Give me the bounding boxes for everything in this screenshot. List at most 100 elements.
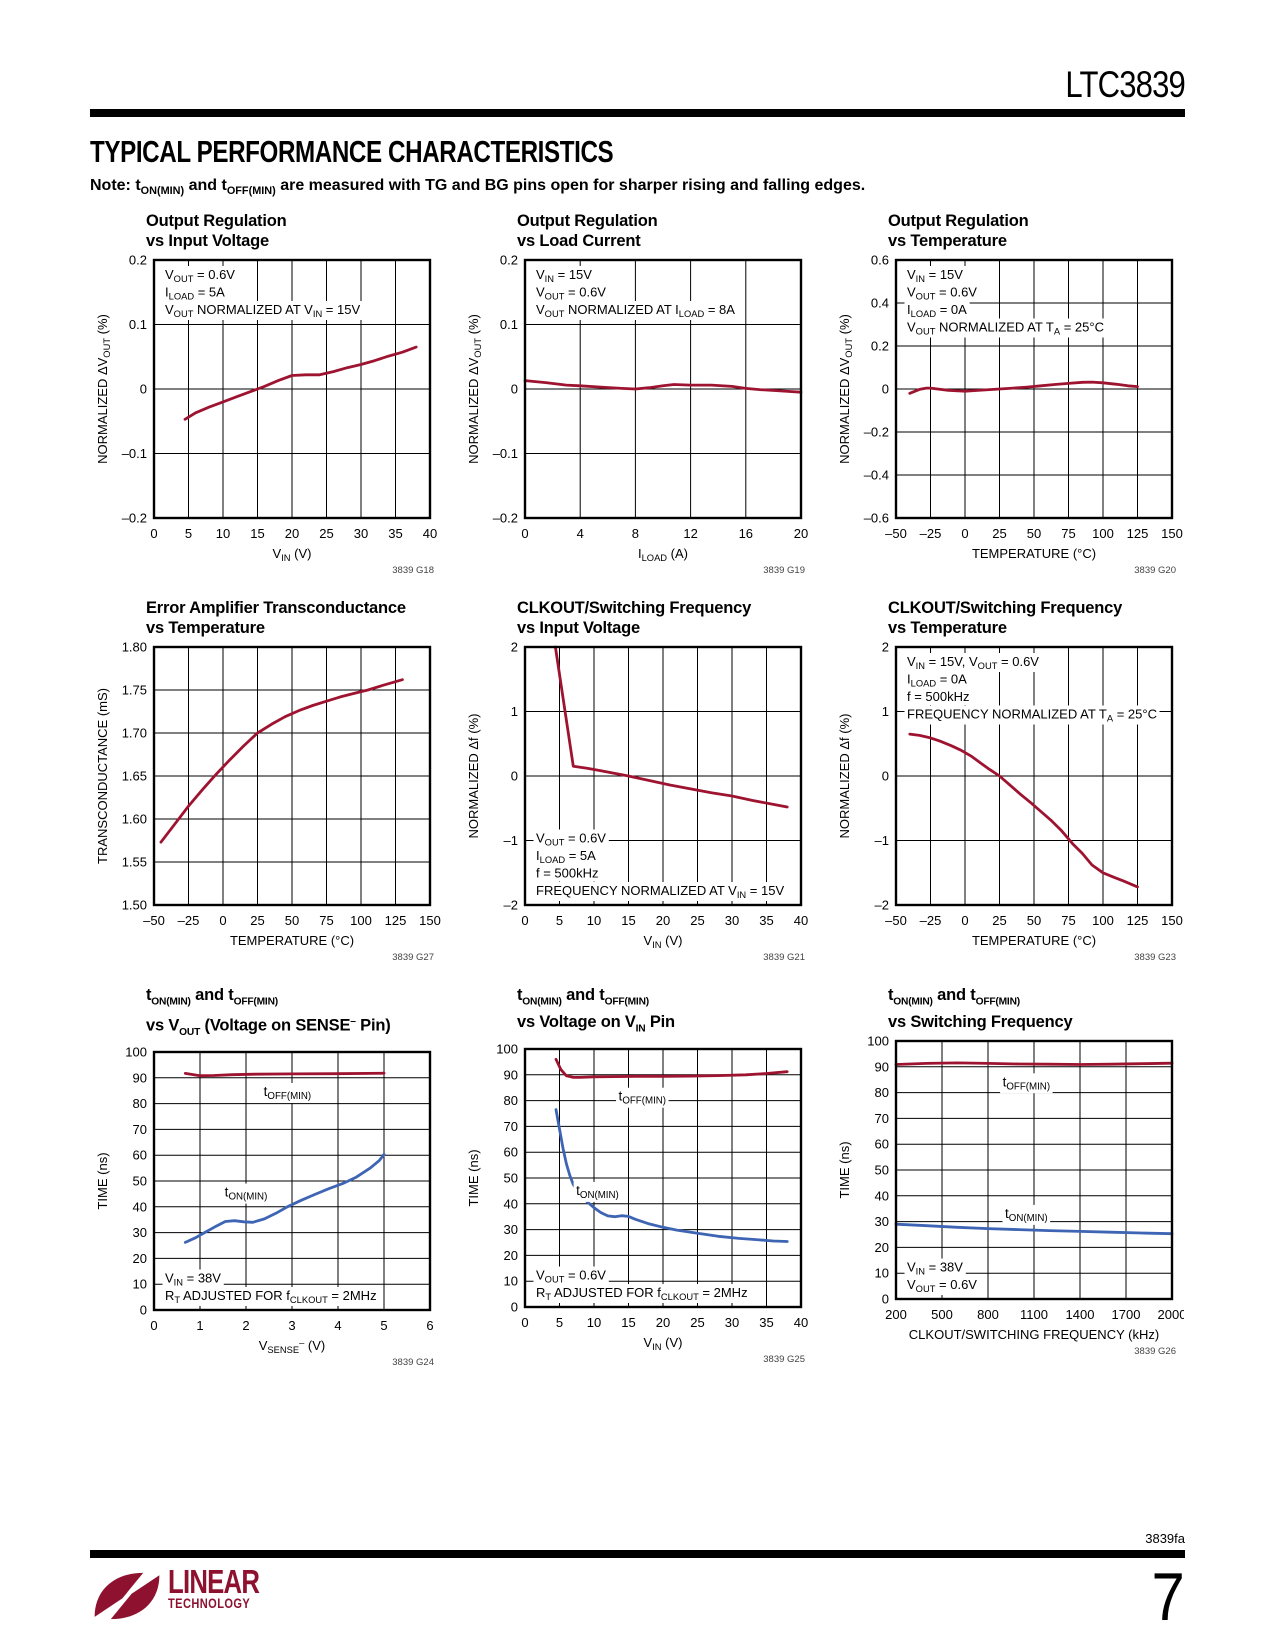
svg-text:35: 35	[388, 526, 402, 541]
svg-text:800: 800	[977, 1307, 999, 1322]
chart-error-amplifier-transconductance-vs-temperature: Error Amplifier Transconductance vs Temp…	[90, 598, 442, 963]
svg-text:20: 20	[504, 1248, 518, 1263]
chart-title: Output Regulation vs Load Current	[517, 212, 658, 251]
svg-text:TIME (ns): TIME (ns)	[466, 1149, 481, 1206]
svg-text:0: 0	[140, 1303, 147, 1318]
svg-text:25: 25	[319, 526, 333, 541]
svg-text:1700: 1700	[1112, 1307, 1141, 1322]
svg-text:–0.2: –0.2	[493, 511, 518, 526]
svg-text:15: 15	[621, 913, 635, 928]
svg-text:VOUT = 0.6V: VOUT = 0.6V	[536, 1267, 606, 1284]
svg-text:VIN = 15V: VIN = 15V	[536, 267, 592, 284]
svg-text:12: 12	[683, 526, 697, 541]
svg-text:0.2: 0.2	[500, 253, 518, 268]
svg-text:150: 150	[1161, 526, 1183, 541]
svg-text:60: 60	[875, 1137, 889, 1152]
svg-text:10: 10	[587, 1315, 601, 1330]
svg-text:–50: –50	[143, 913, 165, 928]
svg-text:20: 20	[875, 1240, 889, 1255]
svg-text:40: 40	[504, 1196, 518, 1211]
svg-text:20: 20	[133, 1251, 147, 1266]
svg-text:tON(MIN): tON(MIN)	[225, 1185, 268, 1203]
svg-text:VOUT NORMALIZED AT ILOAD = 8A: VOUT NORMALIZED AT ILOAD = 8A	[536, 302, 735, 319]
svg-text:0: 0	[150, 1318, 157, 1333]
chart-credit: 3839 G26	[1134, 1346, 1176, 1358]
svg-text:–0.1: –0.1	[493, 446, 518, 461]
page-number: 7	[1151, 1559, 1185, 1635]
charts-grid: Output Regulation vs Input Voltage 0 5 10 1…	[90, 211, 1185, 1368]
svg-text:15: 15	[250, 526, 264, 541]
note-line: Note: tON(MIN) and tOFF(MIN) are measure…	[90, 177, 866, 198]
footer-doc-code: 3839fa	[1145, 1531, 1185, 1546]
svg-text:150: 150	[1161, 913, 1183, 928]
svg-text:–0.6: –0.6	[864, 511, 889, 526]
header-rule	[90, 109, 1185, 117]
svg-text:100: 100	[1092, 913, 1114, 928]
svg-text:0.2: 0.2	[871, 339, 889, 354]
svg-text:60: 60	[504, 1144, 518, 1159]
svg-text:0: 0	[219, 913, 226, 928]
svg-text:50: 50	[504, 1170, 518, 1185]
svg-text:25: 25	[690, 913, 704, 928]
logo-sub-text: TECHNOLOGY	[168, 1596, 251, 1611]
lt-logo-icon	[94, 1572, 160, 1620]
svg-text:5: 5	[185, 526, 192, 541]
chart-credit: 3839 G21	[763, 952, 805, 964]
svg-text:tON(MIN): tON(MIN)	[1005, 1206, 1048, 1224]
svg-text:30: 30	[725, 1315, 739, 1330]
svg-text:25: 25	[250, 913, 264, 928]
svg-text:20: 20	[656, 913, 670, 928]
svg-text:f = 500kHz: f = 500kHz	[907, 689, 970, 704]
chart-title: Output Regulation vs Temperature	[888, 212, 1029, 251]
svg-text:tOFF(MIN): tOFF(MIN)	[619, 1089, 667, 1107]
svg-text:75: 75	[1061, 526, 1075, 541]
svg-text:NORMALIZED ΔVOUT (%): NORMALIZED ΔVOUT (%)	[466, 314, 483, 464]
svg-text:50: 50	[285, 913, 299, 928]
chart-title: CLKOUT/Switching Frequency vs Input Volt…	[517, 599, 752, 638]
svg-text:–1: –1	[504, 833, 518, 848]
svg-text:1: 1	[196, 1318, 203, 1333]
svg-text:–1: –1	[875, 833, 889, 848]
svg-text:8: 8	[632, 526, 639, 541]
svg-text:0: 0	[882, 769, 889, 784]
svg-text:0: 0	[521, 913, 528, 928]
svg-text:20: 20	[794, 526, 808, 541]
svg-text:30: 30	[875, 1215, 889, 1230]
svg-text:NORMALIZED Δf (%): NORMALIZED Δf (%)	[837, 714, 852, 839]
svg-text:0: 0	[150, 526, 157, 541]
svg-text:30: 30	[725, 913, 739, 928]
svg-text:FREQUENCY NORMALIZED AT TA = 2: FREQUENCY NORMALIZED AT TA = 25°C	[907, 707, 1157, 724]
svg-text:75: 75	[319, 913, 333, 928]
chart-clkout-switching-frequency-vs-input-voltage: CLKOUT/Switching Frequency vs Input Volt…	[461, 598, 813, 963]
svg-text:TEMPERATURE (°C): TEMPERATURE (°C)	[972, 546, 1096, 561]
svg-text:1.75: 1.75	[122, 683, 147, 698]
svg-text:35: 35	[759, 1315, 773, 1330]
svg-text:TEMPERATURE (°C): TEMPERATURE (°C)	[230, 933, 354, 948]
svg-text:NORMALIZED ΔVOUT (%): NORMALIZED ΔVOUT (%)	[837, 314, 854, 464]
svg-text:TIME (ns): TIME (ns)	[837, 1142, 852, 1199]
chart-clkout-switching-frequency-vs-temperature: CLKOUT/Switching Frequency vs Temperatur…	[832, 598, 1184, 963]
chart-title: CLKOUT/Switching Frequency vs Temperatur…	[888, 599, 1123, 638]
svg-text:1100: 1100	[1020, 1307, 1048, 1322]
svg-text:VOUT = 0.6V: VOUT = 0.6V	[907, 285, 977, 302]
chart-ton-toff-vs-vin-pin: tON(MIN) and tOFF(MIN) vs Voltage on VIN…	[461, 985, 813, 1368]
svg-text:0: 0	[140, 382, 147, 397]
svg-text:NORMALIZED Δf (%): NORMALIZED Δf (%)	[466, 714, 481, 839]
svg-text:VIN = 15V: VIN = 15V	[907, 267, 963, 284]
svg-text:FREQUENCY NORMALIZED AT VIN =: FREQUENCY NORMALIZED AT VIN = 15V	[536, 883, 784, 900]
svg-text:90: 90	[875, 1060, 889, 1075]
svg-text:40: 40	[875, 1189, 889, 1204]
page-footer: 3839fa LINEAR TECHNOLOGY 7	[90, 1531, 1185, 1650]
svg-text:500: 500	[931, 1307, 953, 1322]
svg-text:50: 50	[875, 1163, 889, 1178]
svg-text:VSENSE– (V): VSENSE– (V)	[259, 1338, 326, 1356]
svg-text:35: 35	[759, 913, 773, 928]
svg-text:–25: –25	[920, 526, 942, 541]
svg-text:tON(MIN): tON(MIN)	[576, 1183, 619, 1201]
plot-clkout-frequency-vs-temperature: –50 –25 0 25 50 75 100 125 150 2 1 0 –1 –2 TEMPERATURE…	[837, 640, 1183, 949]
chart-credit: 3839 G25	[763, 1353, 805, 1365]
svg-text:50: 50	[133, 1174, 147, 1189]
plot-ton-toff-vs-vin: 0 5 10 15 20 25 30 35 401009080706050403020100VI…	[466, 1041, 808, 1352]
svg-text:TRANSCONDUCTANCE (mS): TRANSCONDUCTANCE (mS)	[95, 688, 110, 864]
chart-title: tON(MIN) and tOFF(MIN) vs VOUT (Voltage …	[146, 986, 391, 1039]
